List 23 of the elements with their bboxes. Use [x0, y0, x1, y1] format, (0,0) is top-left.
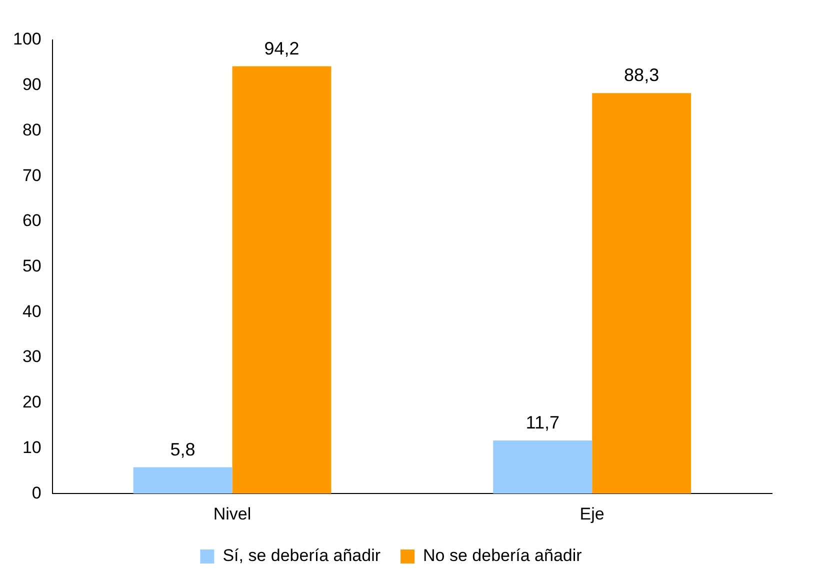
bar [232, 66, 332, 494]
y-tick-label: 40 [22, 302, 42, 321]
data-label: 5,8 [170, 439, 196, 460]
y-tick-label: 50 [22, 256, 42, 276]
y-tick-label: 60 [22, 211, 42, 230]
bar [493, 440, 592, 494]
y-tick-label: 70 [22, 166, 42, 185]
legend-label: Sí, se debería añadir [222, 546, 381, 566]
x-tick-label: Nivel [213, 504, 252, 524]
bar [592, 93, 692, 494]
y-tick-label: 0 [32, 483, 42, 502]
y-tick-label: 100 [12, 30, 42, 49]
bar [133, 467, 232, 494]
y-tick-label: 20 [22, 392, 42, 412]
data-label: 94,2 [264, 38, 300, 58]
y-tick-label: 30 [22, 347, 42, 366]
data-label: 11,7 [526, 412, 560, 432]
y-tick-label: 90 [22, 75, 42, 94]
x-tick-label: Eje [580, 504, 604, 524]
data-label: 88,3 [624, 65, 660, 86]
y-tick-label: 10 [22, 438, 42, 457]
y-tick-label: 80 [22, 120, 42, 140]
legend-label: No se debería añadir [423, 546, 582, 566]
